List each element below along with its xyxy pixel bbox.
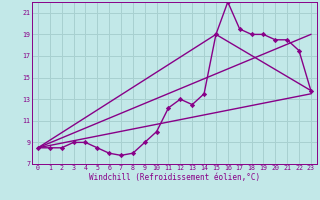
X-axis label: Windchill (Refroidissement éolien,°C): Windchill (Refroidissement éolien,°C): [89, 173, 260, 182]
